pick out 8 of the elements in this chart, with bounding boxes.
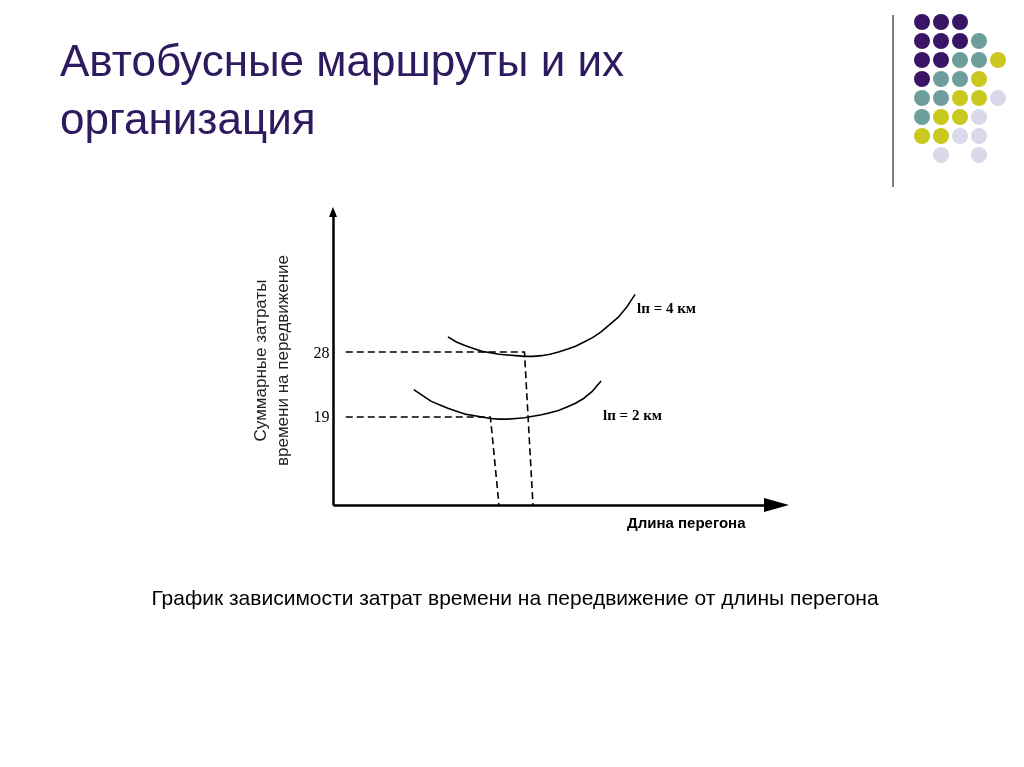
series-label: lп = 2 км — [603, 406, 663, 423]
y-tick-label: 28 — [313, 343, 330, 361]
y-tick-label: 19 — [313, 408, 330, 426]
text: График зависимости затрат времени на передвижение от длины перегона — [150, 585, 880, 611]
chart-title: Автобусные маршруты и их организация — [60, 35, 626, 145]
series-label: lп = 4 км — [637, 300, 697, 317]
x-axis-title: Длина перегона — [626, 513, 747, 531]
y-axis-title: Суммарные затраты времени на передвижение — [250, 254, 292, 467]
